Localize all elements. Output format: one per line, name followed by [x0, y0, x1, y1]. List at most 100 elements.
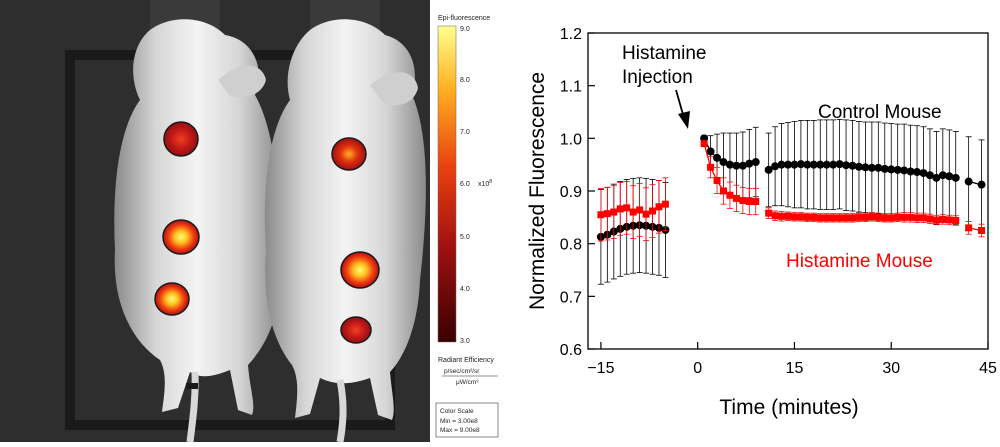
control-point: [913, 168, 922, 177]
histamine-point: [790, 213, 798, 221]
colorbar-exponent: x108: [478, 179, 492, 188]
histamine-point: [868, 213, 876, 221]
histamine-point: [603, 210, 611, 218]
histamine-point: [739, 196, 747, 204]
histamine-point: [926, 215, 934, 223]
series-layer: [596, 118, 986, 285]
control-point: [880, 164, 889, 173]
histamine-point: [649, 207, 657, 215]
legend-control-mouse: Control Mouse: [818, 102, 942, 123]
histamine-point: [894, 213, 902, 221]
histamine-point: [932, 216, 940, 224]
y-tick-label: 1.2: [560, 26, 582, 43]
histamine-point: [823, 214, 831, 222]
control-point: [835, 160, 844, 169]
control-point: [764, 165, 773, 174]
control-point: [822, 160, 831, 169]
control-point: [725, 160, 734, 169]
histamine-point: [945, 216, 953, 224]
colorbar-tick: 5.0: [460, 234, 470, 241]
x-tick-label: 45: [979, 360, 997, 377]
control-point: [945, 172, 954, 181]
histamine-point: [887, 214, 895, 222]
histamine-point: [907, 213, 915, 221]
chart-panel: −15 0 15 30 45 0.6 0.7 0.8 0.9 1.0 1.1 1.2 Time (mi…: [510, 0, 1000, 442]
histamine-point: [745, 198, 753, 206]
control-point: [738, 161, 747, 170]
fluorescence-image-panel: Epi-fluorescence 9.0 8.0 7.0 6.0 5.0 4.0…: [0, 0, 499, 443]
control-point: [867, 163, 876, 172]
histamine-point: [616, 205, 624, 213]
histamine-point: [836, 214, 844, 222]
histamine-point: [778, 212, 786, 220]
color-scale-title: Color Scale: [440, 408, 474, 415]
units-title: Radiant Efficiency: [438, 357, 494, 364]
annotation-line-2: Injection: [622, 67, 693, 88]
control-hotspot-3: [154, 282, 190, 316]
histamine-point: [642, 210, 650, 218]
histamine-point: [939, 215, 947, 223]
control-point: [751, 158, 760, 167]
histamine-point: [623, 204, 631, 212]
histamine-hotspot-3: [340, 316, 372, 344]
control-point: [829, 160, 838, 169]
control-point: [951, 173, 960, 182]
control-point: [854, 162, 863, 171]
x-tick-label: 0: [693, 360, 702, 377]
control-point: [706, 147, 715, 156]
x-tick-label: 30: [882, 360, 900, 377]
histamine-mouse-image: [264, 19, 426, 443]
histamine-point: [803, 213, 811, 221]
histamine-point: [771, 212, 779, 220]
units-denominator: μW/cm²: [456, 379, 479, 386]
histamine-point: [765, 209, 773, 217]
colorbar-tick: 8.0: [460, 77, 470, 84]
annotation-line-1: Histamine: [622, 43, 706, 64]
histamine-point: [636, 206, 644, 214]
colorbar: [437, 25, 457, 343]
histamine-point: [713, 176, 721, 184]
control-hotspot-1: [163, 121, 199, 157]
control-point: [777, 160, 786, 169]
histamine-point: [707, 163, 715, 171]
histamine-point: [700, 140, 708, 148]
histamine-point: [610, 208, 618, 216]
histamine-point: [978, 227, 986, 234]
control-point: [977, 180, 986, 189]
histamine-point: [913, 214, 921, 222]
control-point: [796, 160, 805, 169]
control-point: [732, 161, 741, 170]
control-point: [964, 177, 973, 186]
control-point: [713, 153, 722, 162]
histamine-point: [919, 214, 927, 222]
control-point: [771, 162, 780, 171]
colorbar-tick: 9.0: [460, 26, 470, 33]
colorbar-tick: 3.0: [460, 338, 470, 345]
control-point: [848, 161, 857, 170]
histamine-point: [855, 213, 863, 221]
control-point: [874, 163, 883, 172]
y-tick-label: 0.6: [560, 342, 582, 359]
colorbar-ticks: 9.0 8.0 7.0 6.0 5.0 4.0 3.0: [460, 26, 470, 345]
control-point: [893, 165, 902, 174]
histamine-point: [881, 214, 889, 222]
control-hotspot-2: [162, 219, 200, 255]
control-point: [842, 161, 851, 170]
histamine-point: [732, 194, 740, 202]
control-mouse-image: [114, 19, 281, 443]
control-point: [745, 159, 754, 168]
control-point: [906, 167, 915, 176]
control-point: [919, 169, 928, 178]
histamine-point: [842, 214, 850, 222]
x-tick-label: 15: [786, 360, 804, 377]
colorbar-tick: 7.0: [460, 129, 470, 136]
histamine-point: [784, 212, 792, 220]
y-tick-label: 1.1: [560, 79, 582, 96]
histamine-point: [797, 213, 805, 221]
control-point: [790, 160, 799, 169]
x-axis-label: Time (minutes): [719, 396, 858, 419]
colorbar-tick: 4.0: [460, 286, 470, 293]
x-tick-label: −15: [587, 360, 614, 377]
y-tick-label: 0.8: [560, 237, 582, 254]
histamine-point: [849, 214, 857, 222]
